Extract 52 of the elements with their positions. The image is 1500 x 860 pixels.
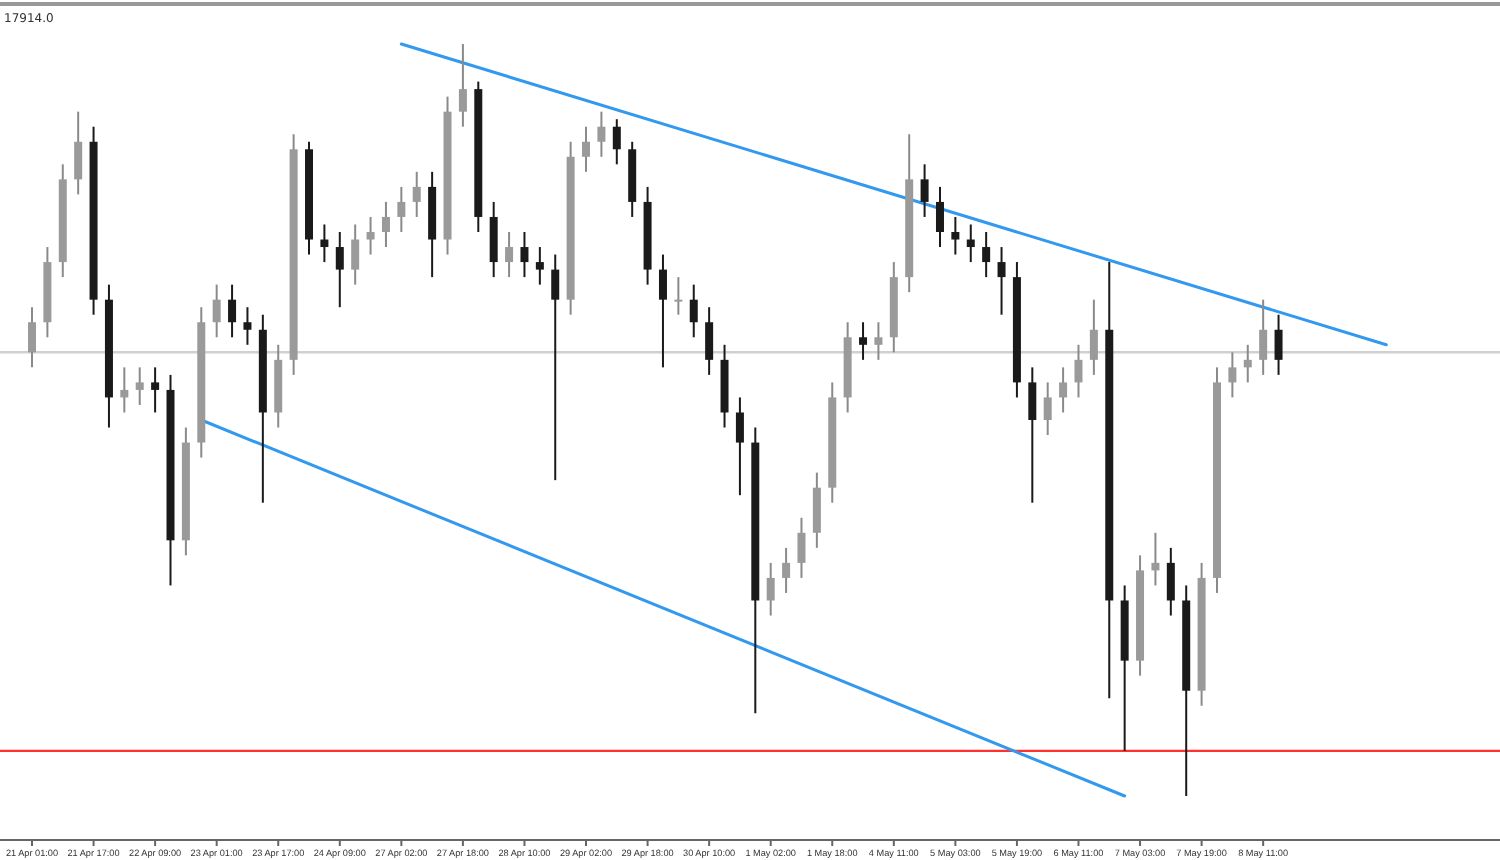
candlestick xyxy=(551,253,560,482)
candlestick xyxy=(489,200,498,279)
candlestick xyxy=(320,223,329,264)
candlestick xyxy=(859,321,868,361)
candlestick xyxy=(735,396,744,497)
candlestick xyxy=(243,306,252,346)
candlestick xyxy=(381,200,390,249)
candlestick xyxy=(874,321,883,361)
candlestick xyxy=(151,366,160,414)
candlestick xyxy=(212,283,221,339)
candlestick xyxy=(520,231,529,279)
candlestick xyxy=(782,546,791,594)
candlestick xyxy=(982,231,991,279)
candlestick xyxy=(658,253,667,369)
candlestick xyxy=(812,471,821,549)
candlestick xyxy=(1259,298,1268,376)
candlestick xyxy=(28,306,36,369)
candlestick xyxy=(951,215,960,256)
candlestick xyxy=(920,163,929,218)
candlestick xyxy=(1228,351,1237,399)
candlestick xyxy=(120,366,129,414)
candlestick xyxy=(582,125,591,173)
candlestick xyxy=(505,231,514,279)
candlestick xyxy=(705,306,714,376)
candlestick xyxy=(351,223,360,286)
candlestick xyxy=(1059,366,1068,414)
candlestick xyxy=(1243,343,1252,384)
candlestick xyxy=(1089,298,1098,376)
candlestick xyxy=(412,170,421,218)
candlestick xyxy=(1074,343,1083,399)
candlestick xyxy=(689,283,698,339)
candlestick xyxy=(74,110,83,196)
candlestick xyxy=(135,366,144,406)
candlestick xyxy=(458,43,467,128)
candlestick xyxy=(1043,381,1052,437)
candlestick xyxy=(766,561,775,617)
candlestick xyxy=(612,118,621,166)
candlestick xyxy=(1274,313,1283,376)
candlestick xyxy=(935,185,944,249)
candlestick xyxy=(966,223,975,264)
candlestick xyxy=(366,215,375,256)
candlestick xyxy=(674,276,683,316)
candlestick xyxy=(1151,531,1160,587)
candlestick xyxy=(397,185,406,233)
candlestick xyxy=(335,231,344,309)
candlestick xyxy=(1028,366,1037,504)
candlestick xyxy=(1166,546,1175,617)
candlestick xyxy=(228,283,237,339)
candlestick xyxy=(797,516,806,579)
candlestick xyxy=(535,246,544,286)
candlestick xyxy=(997,246,1006,316)
candlestick xyxy=(597,110,606,158)
